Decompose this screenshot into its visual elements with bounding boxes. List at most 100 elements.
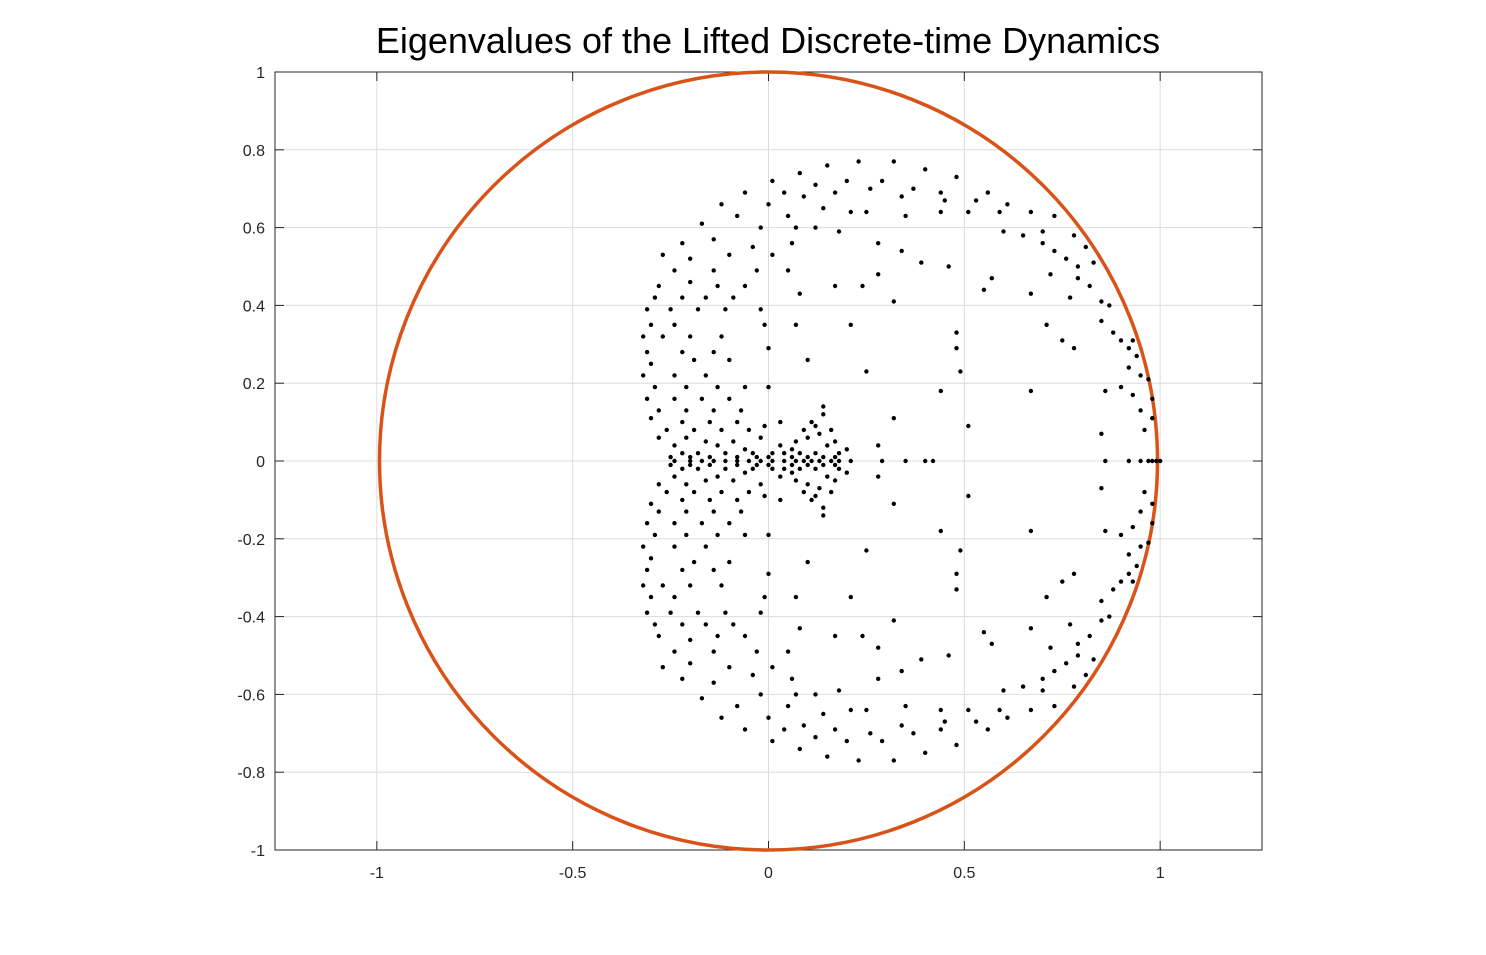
eigenvalue-point: [899, 668, 904, 674]
eigenvalue-point: [778, 497, 783, 503]
eigenvalue-point: [715, 283, 720, 289]
eigenvalue-point: [742, 190, 748, 195]
eigenvalue-point: [641, 583, 646, 588]
eigenvalue-point: [997, 209, 1002, 215]
y-tick-label: 0.4: [243, 298, 265, 315]
eigenvalue-point: [797, 466, 802, 471]
eigenvalue-point: [688, 279, 693, 285]
eigenvalue-point: [1020, 684, 1026, 689]
eigenvalue-point: [832, 454, 838, 460]
eigenvalue-point: [672, 544, 677, 549]
eigenvalue-point: [981, 630, 987, 635]
eigenvalue-point: [723, 466, 728, 471]
eigenvalue-point: [770, 466, 775, 471]
eigenvalue-point: [966, 707, 971, 713]
eigenvalue-point: [758, 610, 763, 615]
eigenvalue-point: [1001, 229, 1006, 234]
eigenvalue-point: [1118, 384, 1124, 390]
eigenvalue-point: [1048, 272, 1053, 277]
eigenvalue-point: [793, 225, 799, 230]
eigenvalue-point: [829, 427, 834, 433]
eigenvalue-point: [723, 307, 728, 312]
eigenvalue-point: [966, 493, 971, 499]
eigenvalue-point: [1146, 540, 1151, 545]
eigenvalue-point: [684, 384, 689, 390]
eigenvalue-point: [782, 458, 787, 464]
eigenvalue-point: [684, 532, 689, 538]
eigenvalue-point: [1130, 579, 1136, 584]
eigenvalue-point: [864, 707, 869, 713]
eigenvalue-point: [703, 295, 708, 300]
eigenvalue-point: [688, 256, 693, 261]
eigenvalue-point: [703, 373, 708, 378]
eigenvalue-point: [1099, 486, 1104, 491]
eigenvalue-point: [813, 182, 818, 187]
eigenvalue-point: [707, 454, 712, 460]
eigenvalue-point: [919, 657, 924, 662]
eigenvalue-point: [672, 649, 677, 654]
eigenvalue-point: [954, 346, 959, 351]
eigenvalue-point: [876, 676, 881, 681]
eigenvalue-point: [770, 738, 775, 744]
eigenvalue-point: [715, 633, 720, 639]
eigenvalue-point: [1091, 260, 1096, 265]
eigenvalue-point: [1048, 645, 1053, 650]
eigenvalue-point: [899, 723, 904, 728]
eigenvalue-point: [1052, 213, 1057, 219]
eigenvalue-point: [707, 497, 712, 503]
eigenvalue-point: [778, 443, 783, 448]
eigenvalue-point: [672, 594, 677, 600]
eigenvalue-point: [876, 645, 881, 650]
y-tick-label: 1: [256, 65, 265, 82]
eigenvalue-point: [930, 458, 936, 464]
eigenvalue-point: [660, 583, 665, 588]
eigenvalue-point: [1005, 715, 1010, 720]
eigenvalue-point: [770, 665, 775, 670]
eigenvalue-point: [641, 373, 646, 378]
eigenvalue-point: [1071, 233, 1077, 238]
eigenvalue-point: [938, 707, 943, 713]
eigenvalue-point: [1107, 614, 1112, 619]
eigenvalue-point: [703, 622, 708, 627]
eigenvalue-point: [762, 493, 767, 499]
eigenvalue-point: [742, 470, 748, 475]
eigenvalue-point: [770, 252, 775, 257]
eigenvalue-point: [668, 454, 673, 460]
eigenvalue-point: [688, 462, 693, 468]
eigenvalue-point: [848, 322, 853, 327]
eigenvalue-point: [648, 556, 654, 561]
eigenvalue-point: [1075, 653, 1081, 658]
eigenvalue-point: [1099, 318, 1104, 324]
eigenvalue-point: [829, 489, 834, 495]
eigenvalue-point: [648, 594, 654, 600]
eigenvalue-point: [985, 190, 990, 195]
eigenvalue-point: [699, 396, 705, 401]
eigenvalue-point: [680, 466, 685, 471]
eigenvalue-point: [923, 167, 928, 172]
eigenvalue-point: [742, 532, 748, 538]
eigenvalue-point: [778, 419, 783, 425]
eigenvalue-point: [1091, 657, 1096, 662]
eigenvalue-point: [750, 466, 755, 471]
eigenvalue-point: [797, 626, 802, 631]
eigenvalue-point: [848, 594, 853, 600]
eigenvalue-point: [891, 299, 896, 304]
eigenvalue-point: [789, 676, 795, 681]
eigenvalue-point: [813, 735, 818, 740]
chart-title: Eigenvalues of the Lifted Discrete-time …: [375, 20, 1161, 61]
eigenvalue-point: [809, 497, 814, 503]
y-tick-label: -0.6: [237, 687, 265, 704]
eigenvalue-point: [703, 544, 708, 549]
eigenvalue-point: [656, 633, 661, 639]
eigenvalue-point: [652, 384, 658, 390]
eigenvalue-point: [684, 435, 689, 440]
eigenvalue-point: [758, 435, 763, 440]
eigenvalue-point: [684, 408, 689, 413]
eigenvalue-point: [688, 334, 693, 339]
eigenvalue-point: [805, 357, 810, 363]
eigenvalue-point: [648, 501, 654, 506]
eigenvalue-point: [797, 291, 802, 296]
tick-labels: -1 -0.5 0 0.5 1 -1 -0.8 -0.6 -0.4 -0.2 0 0.2 0.4 0.6 0…: [237, 65, 1164, 882]
eigenvalue-point: [1118, 579, 1124, 584]
eigenvalue-point: [836, 688, 842, 693]
